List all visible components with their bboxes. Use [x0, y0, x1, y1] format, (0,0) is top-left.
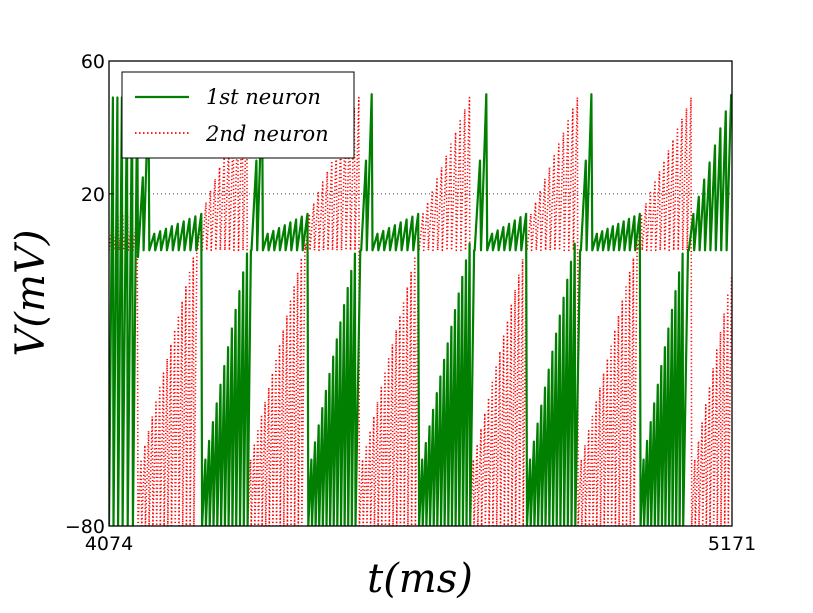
x-tick-label: 4074	[85, 533, 133, 555]
y-tick-label: 60	[81, 51, 105, 73]
x-axis-label: t(ms)	[367, 556, 473, 602]
x-tick-label: 5171	[708, 533, 756, 555]
plot-frame	[108, 60, 733, 527]
y-tick-label: 20	[81, 184, 105, 206]
legend: 1st neuron 2nd neuron	[121, 71, 355, 159]
legend-label-1st-neuron: 1st neuron	[206, 85, 321, 109]
series-line-1st-neuron	[109, 93, 732, 526]
y-axis-label: V(mV)	[8, 230, 54, 357]
legend-box	[121, 71, 355, 159]
legend-label-2nd-neuron: 2nd neuron	[205, 122, 329, 146]
y-tick-label: −80	[65, 516, 105, 538]
series-line-2nd-neuron	[109, 96, 732, 526]
